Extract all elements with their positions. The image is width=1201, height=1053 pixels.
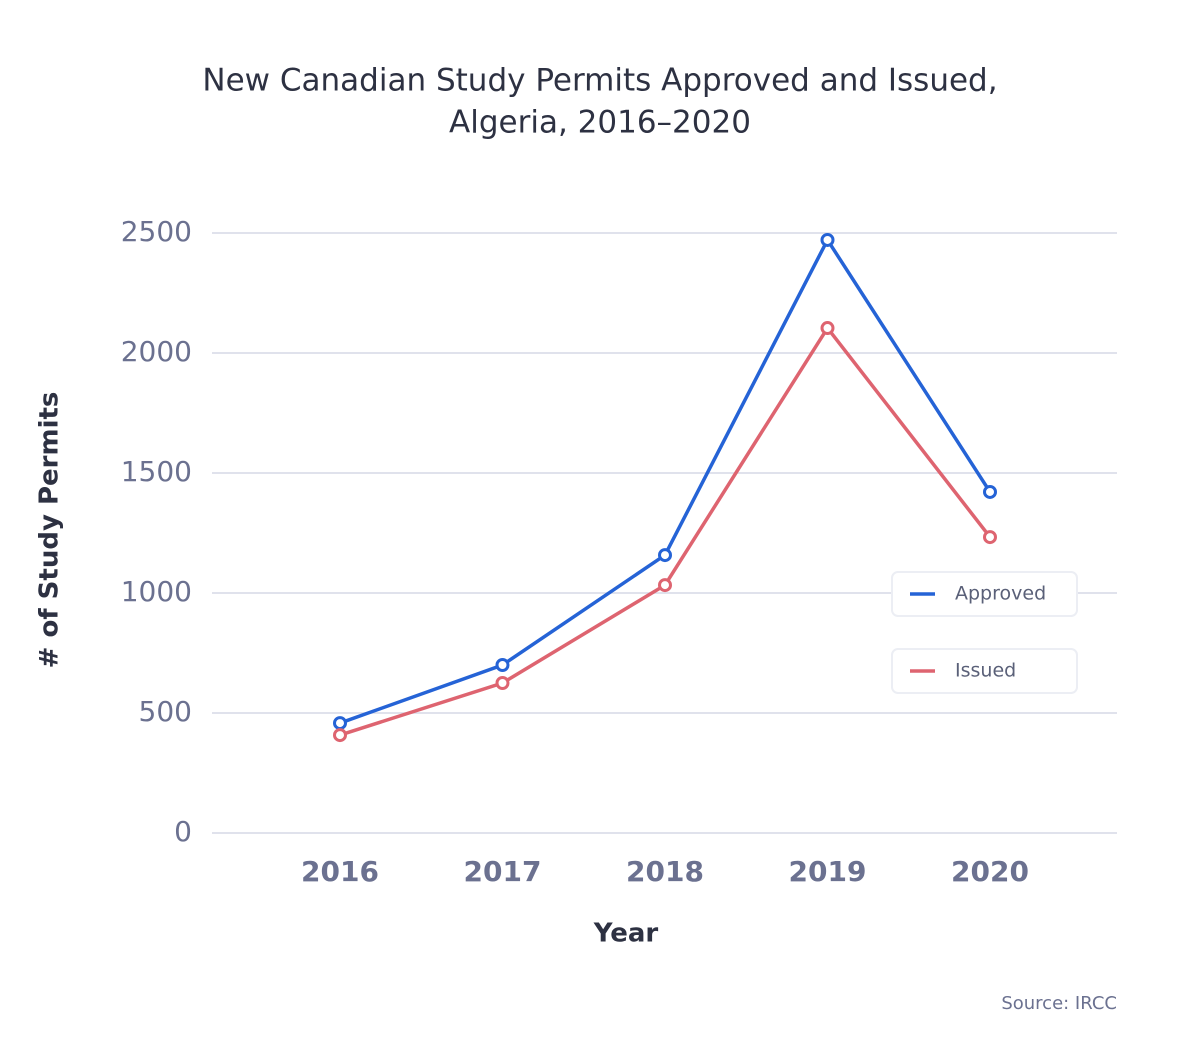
- point: [983, 530, 997, 545]
- point: [658, 548, 672, 563]
- point: [333, 728, 347, 743]
- x-tick-label: 2018: [626, 855, 704, 888]
- source: Source: IRCC: [1001, 993, 1117, 1014]
- legend-label: Issued: [955, 660, 1016, 682]
- legend-label: Approved: [955, 583, 1046, 605]
- point: [820, 321, 835, 336]
- y-tick-label: 2000: [121, 335, 192, 368]
- point: [983, 484, 997, 499]
- x-tick-label: 2020: [951, 855, 1029, 888]
- y-tick-label: 1500: [121, 455, 192, 488]
- chart-title: New Canadian Study Permits Approved and …: [202, 63, 997, 99]
- point: [820, 232, 835, 247]
- chart-subtitle: Algeria, 2016–2020: [449, 105, 751, 141]
- legend-box: [891, 571, 1078, 617]
- line: [339, 236, 992, 725]
- point: [658, 578, 672, 593]
- y-tick-label: 500: [139, 695, 192, 728]
- point: [333, 716, 347, 731]
- x-axis-title: Year: [593, 919, 659, 949]
- point: [495, 658, 510, 672]
- point: [495, 676, 510, 690]
- y-tick-label: 1000: [121, 575, 192, 608]
- y-tick-label: 2500: [121, 215, 192, 248]
- legend-box: [891, 648, 1078, 694]
- x-tick-label: 2017: [464, 855, 542, 888]
- y-tick-label: 0: [174, 815, 192, 848]
- x-tick-label: 2019: [789, 855, 867, 888]
- x-tick-label: 2016: [301, 855, 379, 888]
- y-axis-title: # of Study Permits: [35, 392, 65, 669]
